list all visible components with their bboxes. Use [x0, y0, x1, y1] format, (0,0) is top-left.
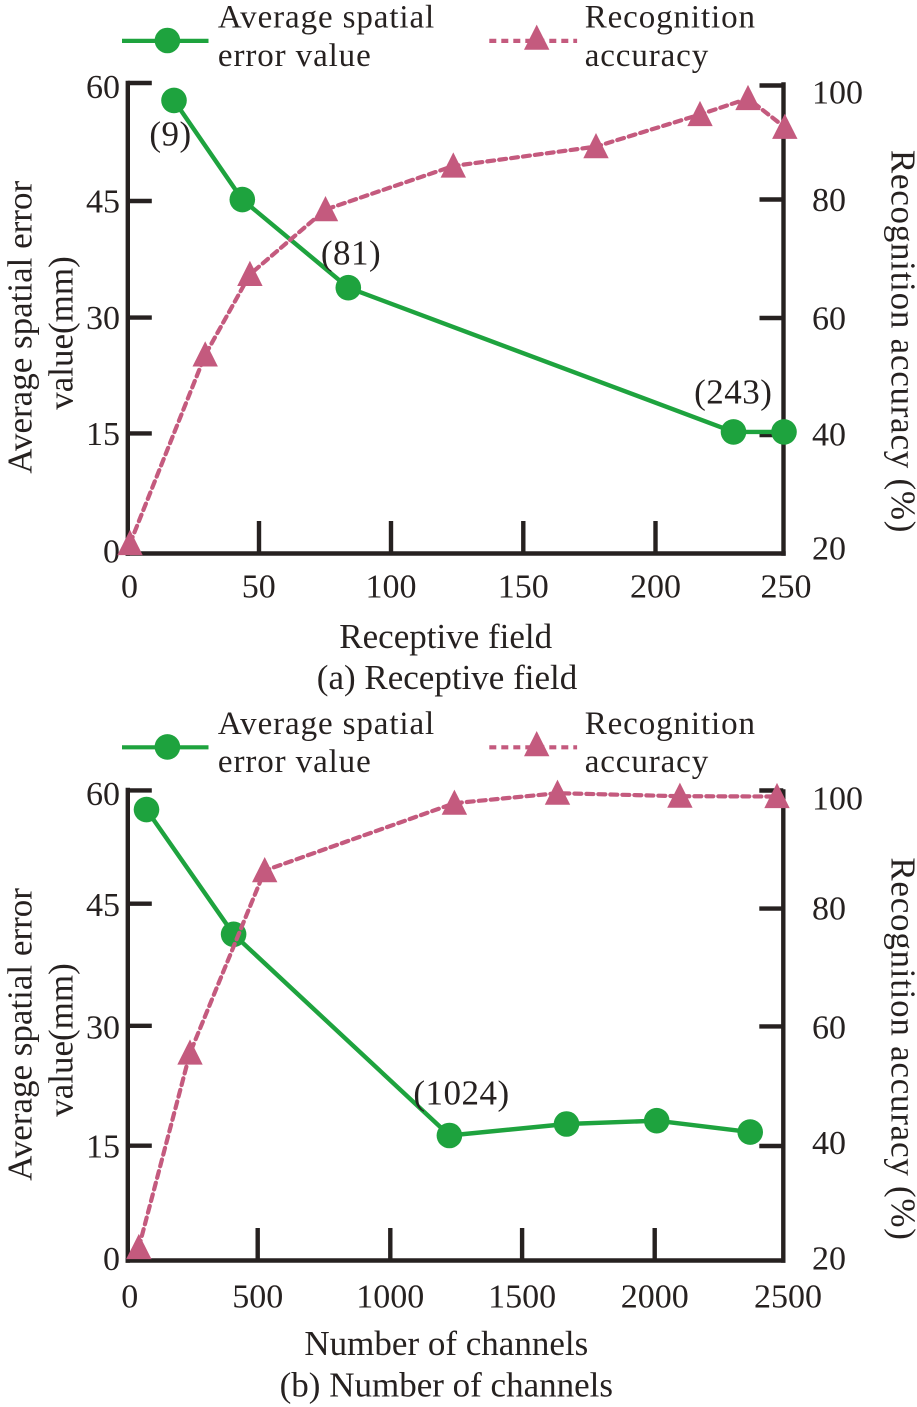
svg-text:accuracy: accuracy — [585, 744, 709, 780]
svg-text:30: 30 — [86, 1010, 120, 1047]
svg-text:Recognition: Recognition — [585, 706, 756, 742]
svg-text:0: 0 — [103, 1241, 120, 1278]
svg-text:50: 50 — [242, 569, 276, 606]
svg-text:15: 15 — [86, 416, 120, 453]
svg-text:Average spatial error: Average spatial error — [1, 181, 40, 474]
svg-text:200: 200 — [630, 569, 681, 606]
svg-text:(b) Number of channels: (b) Number of channels — [280, 1366, 613, 1405]
svg-text:accuracy: accuracy — [585, 38, 709, 74]
svg-text:20: 20 — [812, 531, 846, 568]
svg-text:2000: 2000 — [621, 1279, 689, 1316]
svg-text:(1024): (1024) — [413, 1074, 509, 1113]
svg-text:45: 45 — [86, 184, 120, 221]
svg-text:error value: error value — [218, 744, 372, 780]
svg-text:Recognition accuracy (%): Recognition accuracy (%) — [884, 150, 917, 533]
svg-text:100: 100 — [812, 781, 863, 818]
svg-text:45: 45 — [86, 887, 120, 924]
svg-text:40: 40 — [812, 1125, 846, 1162]
svg-text:150: 150 — [498, 569, 549, 606]
svg-text:1500: 1500 — [488, 1279, 556, 1316]
svg-text:Average spatial error: Average spatial error — [1, 888, 40, 1181]
svg-text:value(mm): value(mm) — [42, 963, 81, 1117]
svg-text:error value: error value — [218, 38, 372, 74]
svg-text:0: 0 — [121, 1279, 138, 1316]
svg-text:60: 60 — [812, 301, 846, 338]
svg-text:80: 80 — [812, 182, 846, 219]
svg-text:0: 0 — [121, 569, 138, 606]
svg-text:0: 0 — [103, 534, 120, 571]
svg-text:250: 250 — [761, 569, 812, 606]
svg-text:Number of channels: Number of channels — [304, 1324, 588, 1363]
svg-text:100: 100 — [812, 75, 863, 112]
svg-text:Receptive field: Receptive field — [339, 617, 552, 656]
svg-text:Average spatial: Average spatial — [218, 706, 435, 742]
svg-text:30: 30 — [86, 300, 120, 337]
svg-text:500: 500 — [232, 1279, 283, 1316]
svg-text:80: 80 — [812, 891, 846, 928]
svg-text:40: 40 — [812, 417, 846, 454]
svg-text:(9): (9) — [149, 115, 191, 154]
svg-text:value(mm): value(mm) — [42, 256, 81, 410]
svg-text:60: 60 — [812, 1010, 846, 1047]
svg-text:60: 60 — [86, 776, 120, 813]
svg-text:(a) Receptive field: (a) Receptive field — [317, 658, 578, 697]
svg-text:1000: 1000 — [356, 1279, 424, 1316]
svg-text:2500: 2500 — [754, 1279, 822, 1316]
svg-text:Average spatial: Average spatial — [218, 0, 435, 36]
svg-text:15: 15 — [86, 1129, 120, 1166]
svg-text:60: 60 — [86, 69, 120, 106]
svg-text:(243): (243) — [694, 373, 772, 412]
svg-text:100: 100 — [366, 569, 417, 606]
svg-text:20: 20 — [812, 1241, 846, 1278]
svg-text:Recognition: Recognition — [585, 0, 756, 36]
svg-text:Recognition accuracy (%): Recognition accuracy (%) — [884, 857, 917, 1240]
svg-text:(81): (81) — [321, 234, 381, 273]
